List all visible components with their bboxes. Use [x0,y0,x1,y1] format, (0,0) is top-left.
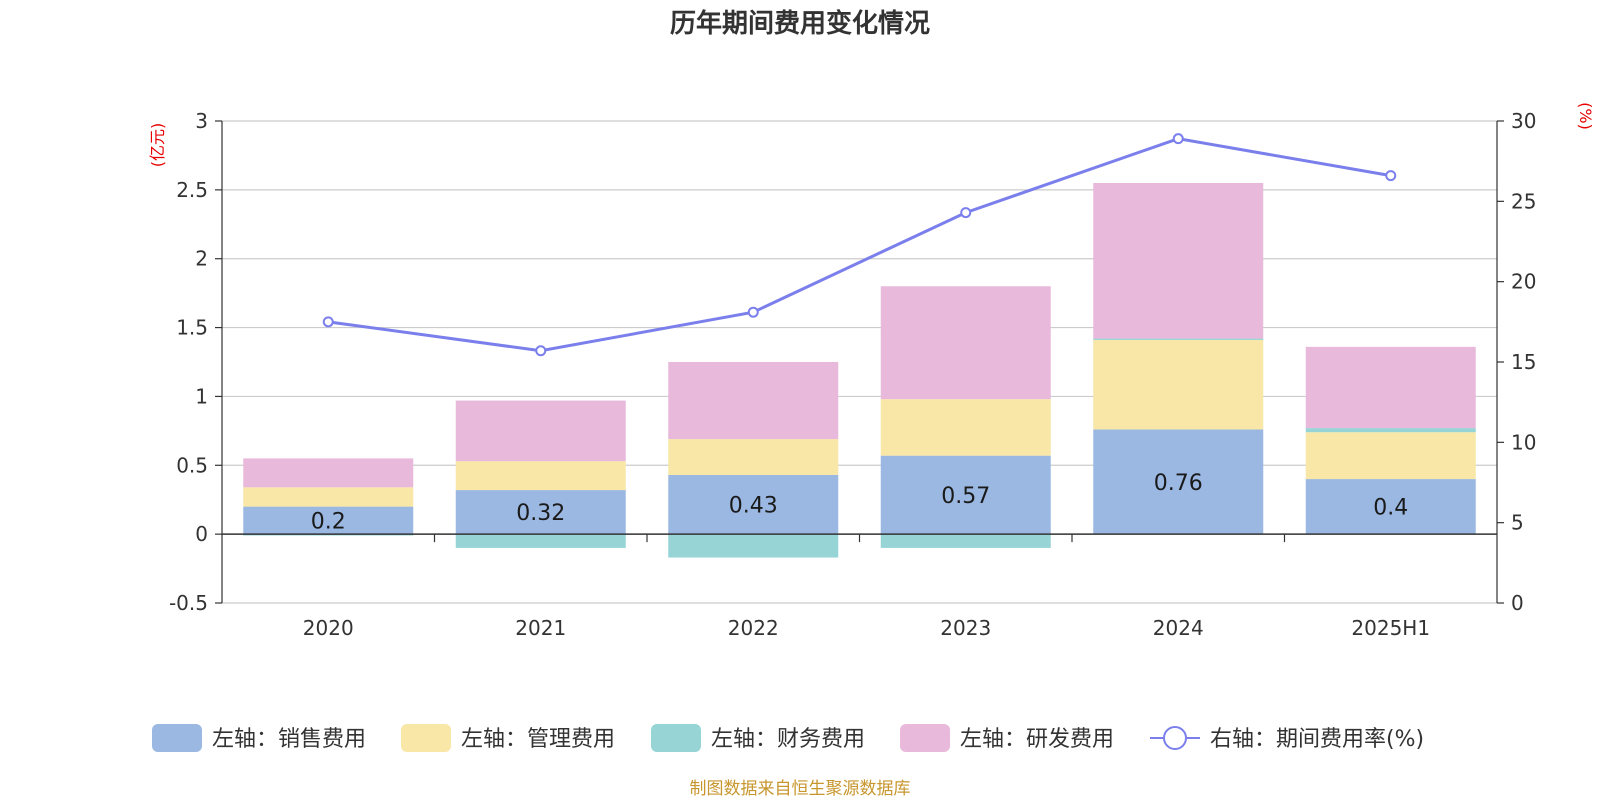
right-axis-tick-label: 15 [1511,350,1536,374]
bar-segment [1093,338,1264,340]
x-tick-label: 2023 [940,616,991,640]
legend-swatch [651,724,701,752]
legend: 左轴：销售费用 左轴：管理费用 左轴：财务费用 左轴：研发费用 右轴：期间费用率(%) [152,724,1424,752]
right-axis-tick-label: 10 [1511,430,1536,454]
bar-segment [455,490,626,535]
right-axis-tick-label: 0 [1511,591,1524,615]
left-axis-unit: (亿元) [148,123,167,168]
left-axis-tick-label: 1 [195,384,208,408]
bar-segment [668,474,839,535]
left-axis-tick-label: 2 [195,247,208,271]
rate-point [960,207,972,219]
left-axis-tick-label: 0 [195,522,208,546]
rate-point [1172,133,1184,145]
bars [243,182,1476,558]
rate-point [747,306,759,318]
bar-segment [668,439,839,475]
rate-point [535,345,547,357]
rate-line [322,133,1397,357]
bar-value-label: 0.32 [516,501,565,526]
bar-segment [1305,432,1476,480]
bar-segment [880,534,1051,548]
bar-value-label: 0.57 [941,484,990,509]
bar-segment [455,534,626,548]
bar-value-label: 0.76 [1154,471,1203,496]
left-axis-tick-label: 1.5 [176,316,208,340]
left-axis-tick-label: -0.5 [169,591,208,615]
rate-point [322,316,334,328]
right-axis-tick-label: 20 [1511,270,1536,294]
bar-segment [880,399,1051,456]
rate-line-path [328,137,1392,353]
bar-segment [243,487,414,507]
bar-segment [243,458,414,488]
legend-label: 左轴：销售费用 [212,727,366,752]
bar-segment [668,362,839,440]
bar-value-label: 0.43 [729,494,778,519]
left-axis-tick-label: 2.5 [176,178,208,202]
x-tick-label: 2020 [303,616,354,640]
legend-label: 左轴：研发费用 [960,727,1114,752]
bar-segment [243,506,414,535]
bar-segment [1093,339,1264,430]
x-tick-label: 2025H1 [1351,616,1430,640]
left-axis-tick-label: 3 [195,109,208,133]
bar-segment [455,461,626,491]
legend-swatch [900,724,950,752]
bar-segment [1305,346,1476,429]
legend-swatch [152,724,202,752]
chart-title: 历年期间费用变化情况 [670,8,930,39]
right-axis-tick-label: 5 [1511,511,1524,535]
bar-segment [1305,428,1476,433]
bar-segment [880,455,1051,535]
legend-swatch [401,724,451,752]
left-axis-tick-label: 0.5 [176,453,208,477]
bar-segment [668,534,839,558]
right-axis-tick-label: 25 [1511,189,1536,213]
x-tick-label: 2022 [728,616,779,640]
source-note: 制图数据来自恒生聚源数据库 [690,779,911,799]
bar-segment [455,400,626,462]
legend-label: 左轴：财务费用 [711,727,865,752]
bar-segment [1093,429,1264,535]
grid-lines [222,120,1497,604]
rate-point [1385,170,1397,182]
bar-value-label: 0.2 [311,509,346,534]
legend-label: 左轴：管理费用 [461,727,615,752]
right-axis-unit: (%) [1576,102,1595,130]
x-tick-label: 2024 [1153,616,1204,640]
bar-value-label: 0.4 [1373,496,1408,521]
bar-labels: 0.2 0.32 0.43 0.57 0.76 0.4 [311,471,1409,535]
bar-segment [880,286,1051,400]
right-axis-tick-label: 30 [1511,109,1536,133]
bar-segment [1305,479,1476,535]
legend-label: 右轴：期间费用率(%) [1210,727,1424,752]
bar-segment [1093,182,1264,339]
legend-marker [1163,726,1187,750]
x-tick-label: 2021 [515,616,566,640]
